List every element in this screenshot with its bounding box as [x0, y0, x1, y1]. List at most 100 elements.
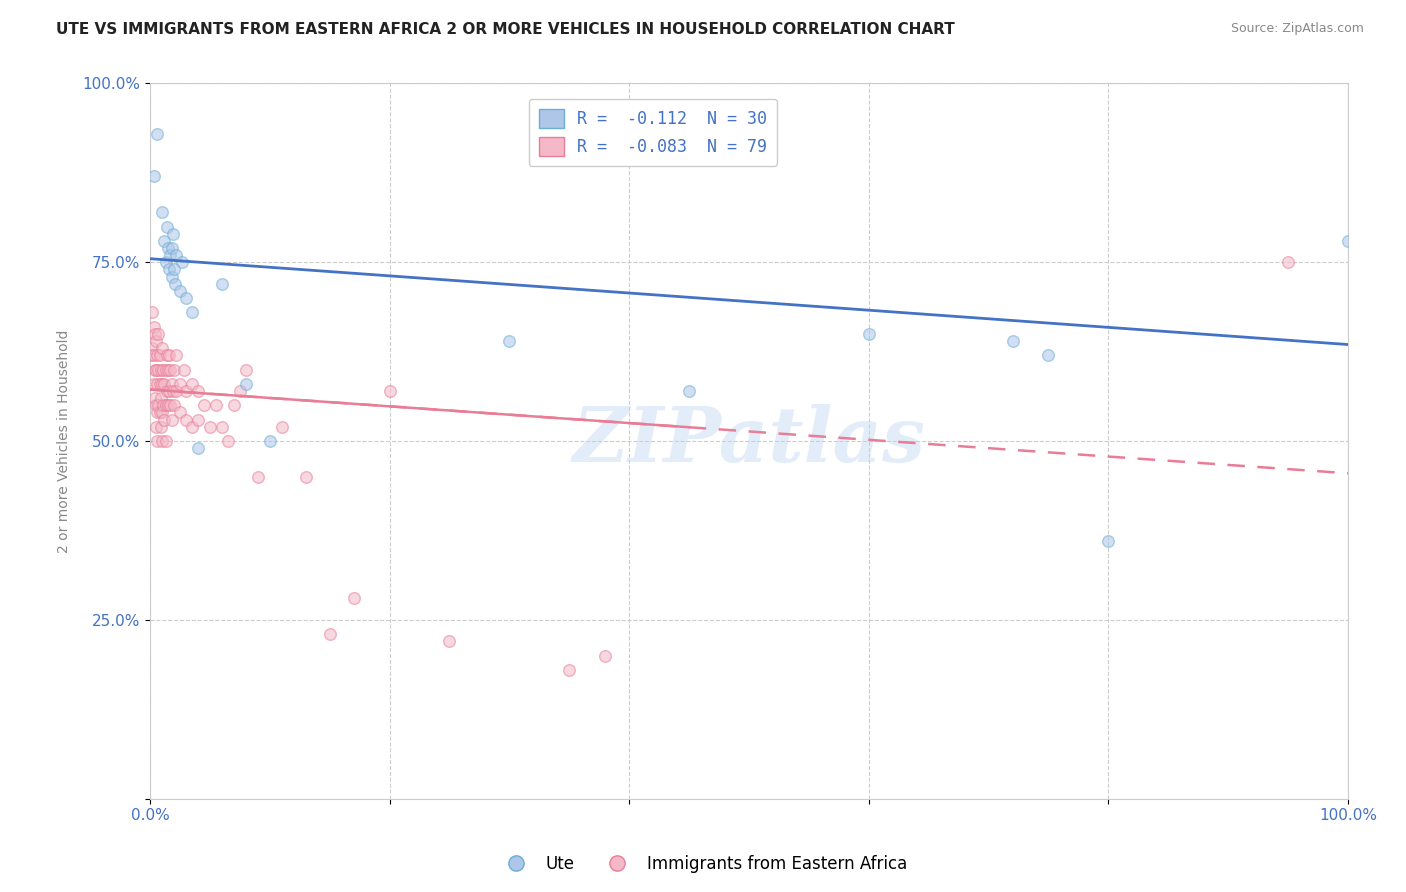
Point [142, 169, 165, 184]
Point [146, 405, 169, 419]
Point [156, 219, 179, 234]
Point [145, 398, 167, 412]
Point [149, 376, 172, 391]
Point [174, 291, 197, 305]
Point [1337, 234, 1360, 248]
Point [343, 591, 366, 606]
Point [187, 412, 209, 426]
Point [156, 362, 179, 376]
Point [150, 341, 173, 355]
Point [169, 405, 191, 419]
Point [169, 284, 191, 298]
Legend: Ute, Immigrants from Eastern Africa: Ute, Immigrants from Eastern Africa [492, 848, 914, 880]
Point [145, 334, 167, 348]
Point [156, 384, 179, 398]
Point [498, 334, 520, 348]
Point [157, 262, 180, 277]
Point [159, 248, 181, 262]
Point [211, 277, 233, 291]
Point [235, 362, 257, 376]
Point [165, 277, 187, 291]
Point [174, 384, 197, 398]
Point [173, 362, 195, 376]
Point [155, 362, 177, 376]
Point [142, 348, 165, 362]
Point [229, 384, 252, 398]
Point [152, 362, 174, 376]
Point [294, 470, 316, 484]
Point [148, 326, 170, 341]
Point [145, 419, 167, 434]
Point [153, 376, 176, 391]
Point [146, 434, 169, 449]
Point [141, 348, 163, 362]
Point [165, 248, 187, 262]
Point [1277, 255, 1299, 269]
Point [146, 348, 169, 362]
Point [150, 434, 173, 449]
Legend: R =  -0.112  N = 30, R =  -0.083  N = 79: R = -0.112 N = 30, R = -0.083 N = 79 [529, 99, 778, 166]
Point [174, 412, 197, 426]
Point [187, 384, 209, 398]
Point [162, 227, 184, 241]
Point [148, 398, 170, 412]
Point [157, 384, 180, 398]
Point [160, 241, 183, 255]
Point [156, 398, 179, 412]
Point [157, 348, 180, 362]
Point [172, 255, 194, 269]
Point [270, 419, 292, 434]
Point [193, 398, 215, 412]
Point [160, 376, 183, 391]
Point [593, 648, 616, 663]
Point [165, 348, 187, 362]
Point [259, 434, 281, 449]
Point [155, 255, 177, 269]
Point [159, 362, 181, 376]
Point [141, 305, 163, 319]
Point [169, 376, 191, 391]
Point [558, 663, 581, 677]
Point [155, 398, 177, 412]
Y-axis label: 2 or more Vehicles in Household: 2 or more Vehicles in Household [58, 329, 72, 553]
Point [181, 419, 204, 434]
Point [198, 419, 221, 434]
Point [142, 319, 165, 334]
Point [152, 398, 174, 412]
Point [159, 398, 181, 412]
Point [150, 205, 173, 219]
Point [1001, 334, 1024, 348]
Point [148, 362, 170, 376]
Point [155, 434, 177, 449]
Point [181, 305, 204, 319]
Point [439, 634, 461, 648]
Point [378, 384, 401, 398]
Point [246, 470, 269, 484]
Text: Source: ZipAtlas.com: Source: ZipAtlas.com [1230, 22, 1364, 36]
Point [160, 412, 183, 426]
Point [156, 241, 179, 255]
Point [181, 376, 204, 391]
Point [156, 348, 179, 362]
Text: UTE VS IMMIGRANTS FROM EASTERN AFRICA 2 OR MORE VEHICLES IN HOUSEHOLD CORRELATIO: UTE VS IMMIGRANTS FROM EASTERN AFRICA 2 … [56, 22, 955, 37]
Point [153, 234, 176, 248]
Text: ZIPatlas: ZIPatlas [572, 404, 925, 478]
Point [678, 384, 700, 398]
Point [858, 326, 880, 341]
Point [149, 348, 172, 362]
Point [318, 627, 340, 641]
Point [146, 127, 169, 141]
Point [162, 384, 184, 398]
Point [149, 362, 172, 376]
Point [143, 391, 166, 405]
Point [211, 419, 233, 434]
Point [143, 326, 166, 341]
Point [1097, 534, 1119, 549]
Point [149, 391, 172, 405]
Point [160, 269, 183, 284]
Point [163, 262, 186, 277]
Point [163, 398, 186, 412]
Point [165, 384, 187, 398]
Point [149, 405, 172, 419]
Point [142, 376, 165, 391]
